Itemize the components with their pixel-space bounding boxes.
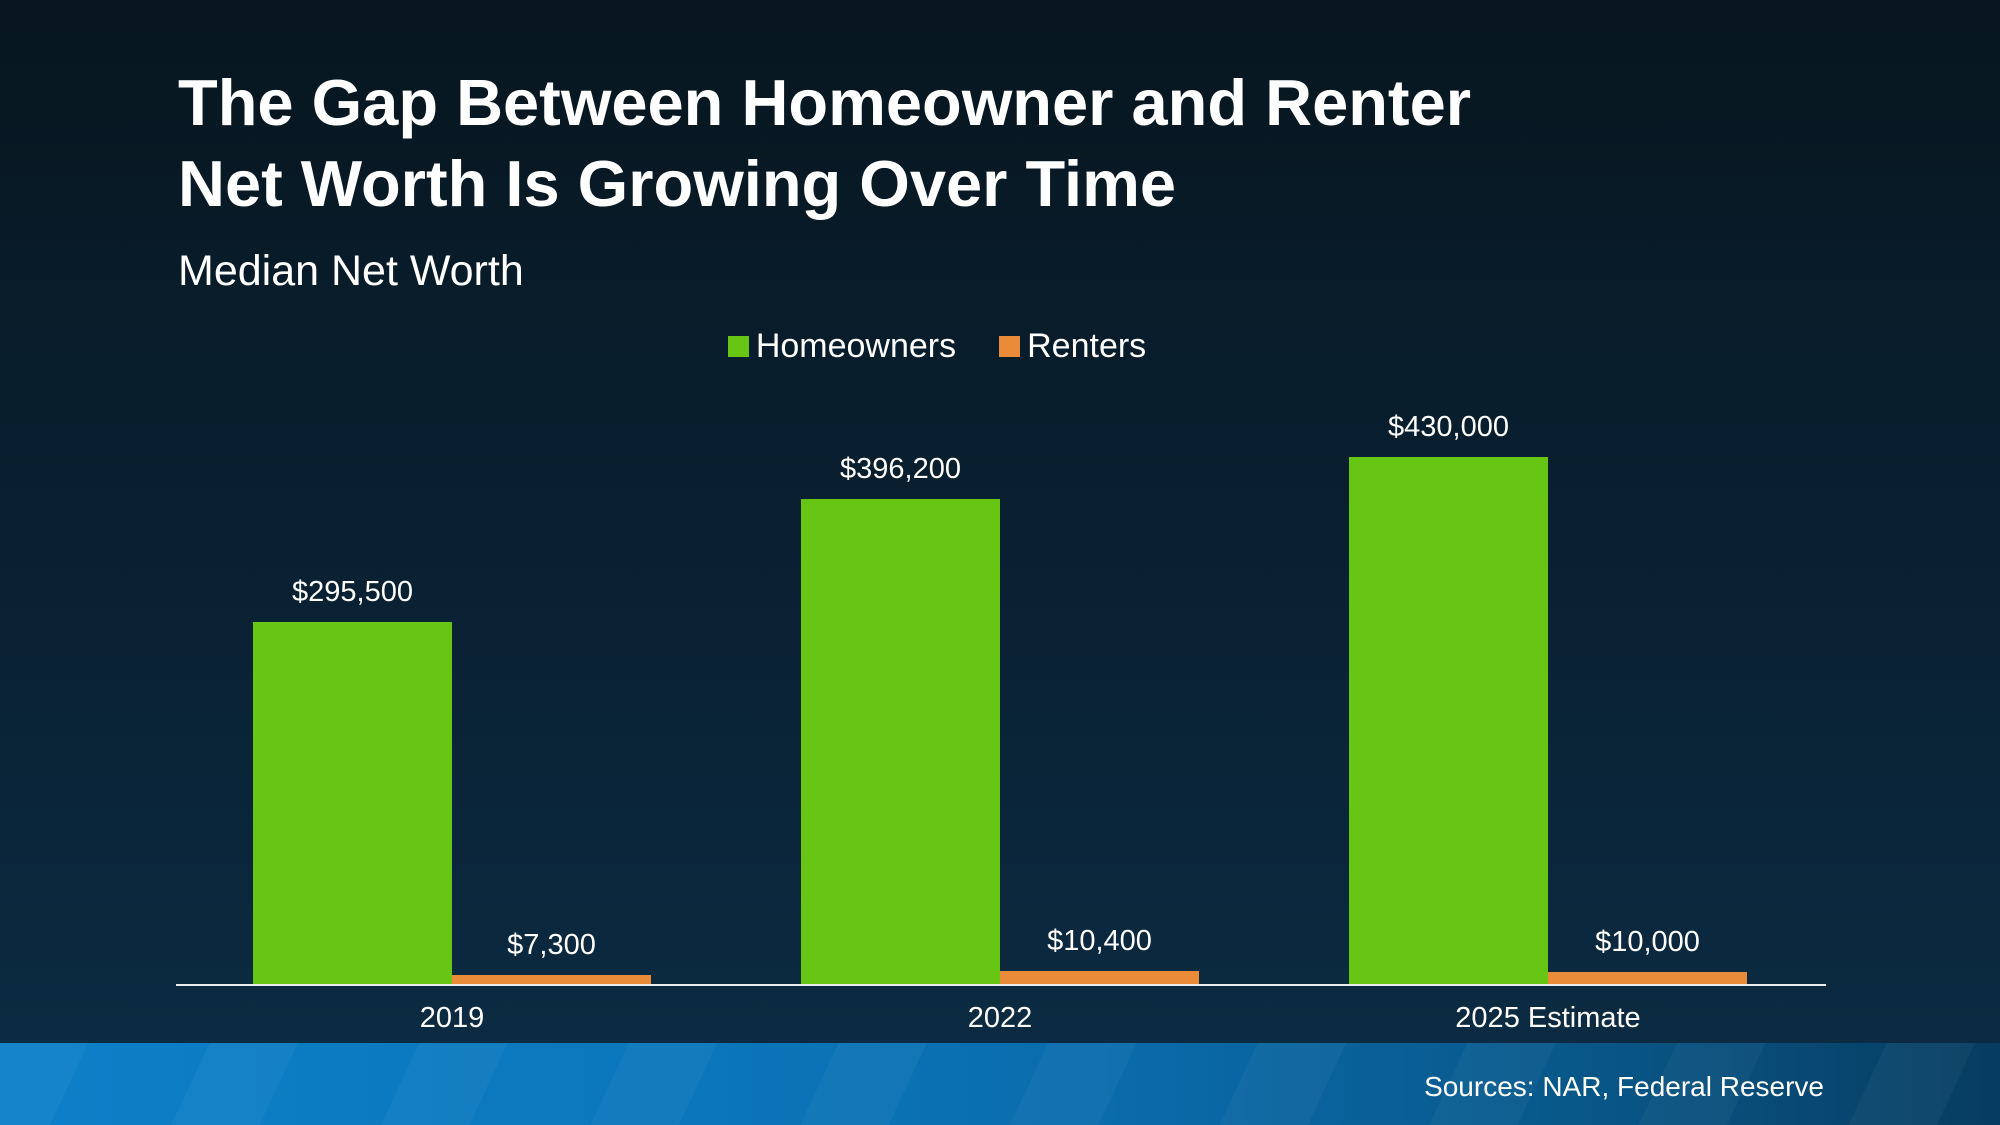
title-line-1: The Gap Between Homeowner and Renter <box>178 66 1472 139</box>
bar-homeowners-2025-estimate <box>1349 457 1548 984</box>
bar-homeowners-2019 <box>253 622 452 984</box>
value-label-renters-2025-estimate: $10,000 <box>1595 925 1700 958</box>
chart-legend: Homeowners Renters <box>0 324 1937 368</box>
homeowners-swatch-icon <box>727 335 749 357</box>
footer-strip: Sources: NAR, Federal Reserve <box>0 1043 2000 1125</box>
title-line-2: Net Worth Is Growing Over Time <box>178 147 1177 220</box>
value-label-homeowners-2019: $295,500 <box>292 575 413 608</box>
category-label-2019: 2019 <box>419 1002 485 1034</box>
value-label-renters-2022: $10,400 <box>1047 924 1152 957</box>
value-label-renters-2019: $7,300 <box>507 928 596 961</box>
bar-renters-2025-estimate <box>1548 972 1747 984</box>
legend-item-homeowners: Homeowners <box>727 327 957 365</box>
bar-renters-2022 <box>1000 971 1199 984</box>
bar-renters-2019 <box>452 975 651 984</box>
category-label-2022: 2022 <box>967 1002 1033 1034</box>
sources-text: Sources: NAR, Federal Reserve <box>1424 1071 1824 1102</box>
renters-swatch-icon <box>999 335 1021 357</box>
value-label-homeowners-2022: $396,200 <box>840 452 961 485</box>
legend-label-renters: Renters <box>1027 327 1147 365</box>
x-axis-line <box>176 984 1826 986</box>
chart-subtitle: Median Net Worth <box>178 247 524 295</box>
legend-item-renters: Renters <box>999 329 1146 363</box>
value-label-homeowners-2025-estimate: $430,000 <box>1388 410 1509 443</box>
legend-label-homeowners: Homeowners <box>755 327 957 365</box>
category-label-2025-estimate: 2025 Estimate <box>1455 1002 1641 1034</box>
page-title: The Gap Between Homeowner and Renter Net… <box>178 62 1471 224</box>
bar-homeowners-2022 <box>801 499 1000 984</box>
